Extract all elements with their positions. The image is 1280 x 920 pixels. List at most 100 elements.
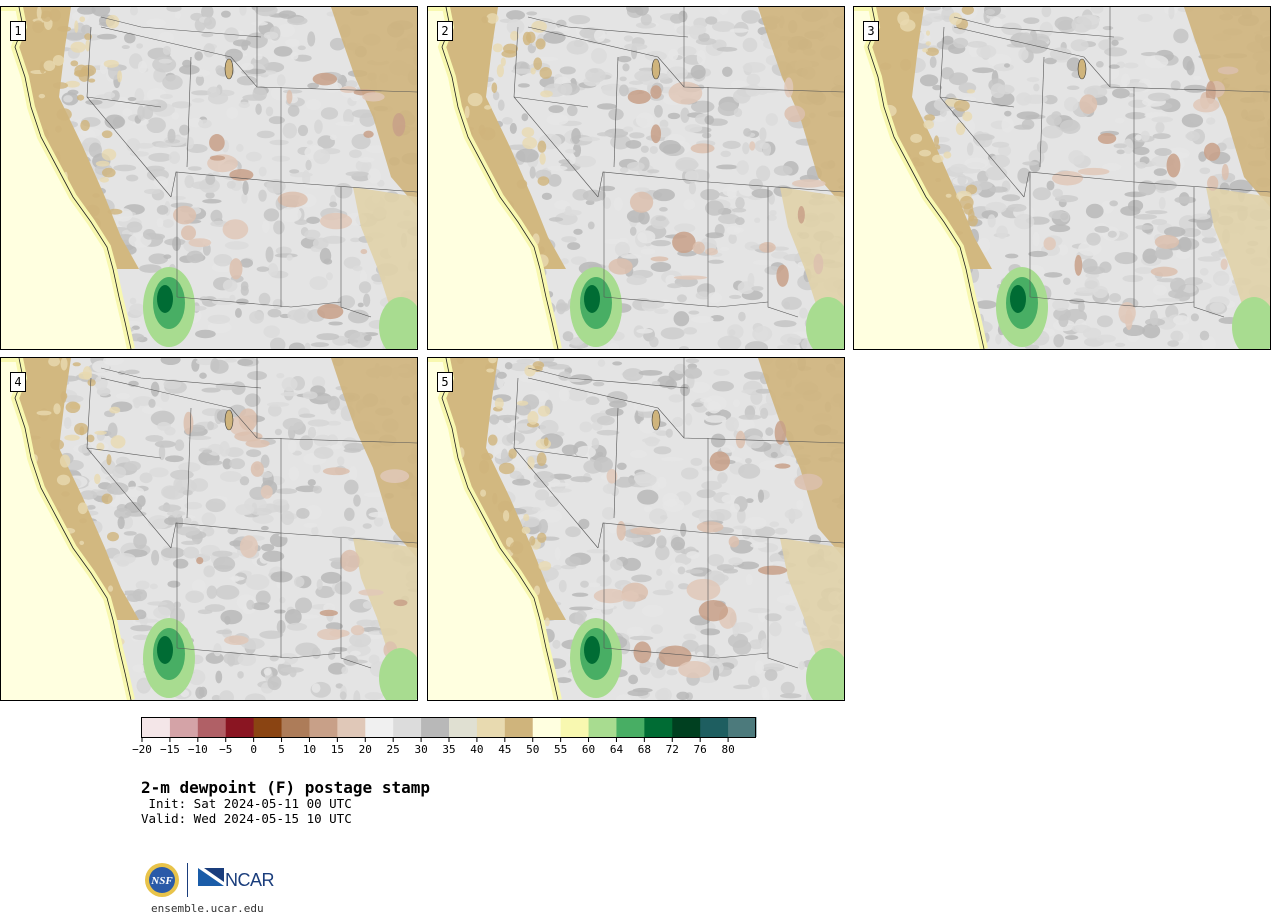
dry-patch: [239, 535, 259, 559]
dewpoint-patch: [649, 146, 658, 154]
dewpoint-patch: [289, 172, 313, 178]
tan-patch: [107, 208, 123, 215]
dewpoint-patch: [306, 140, 313, 145]
ocean: [428, 358, 558, 700]
colorbar-swatch: [197, 717, 227, 737]
dry-patch: [686, 578, 721, 601]
humid-region: [806, 297, 844, 349]
dry-patch: [621, 591, 639, 602]
dewpoint-patch: [745, 84, 762, 97]
dewpoint-patch: [568, 14, 591, 25]
dry-patch: [797, 206, 805, 224]
dewpoint-patch: [92, 360, 110, 373]
dewpoint-patch: [325, 272, 333, 281]
dewpoint-patch: [748, 178, 763, 191]
colorbar-tick-label: 72: [665, 743, 679, 756]
dewpoint-patch: [605, 407, 624, 417]
dewpoint-patch: [353, 494, 361, 507]
tan-region: [331, 7, 417, 207]
dewpoint-patch: [310, 342, 330, 348]
dewpoint-patch: [304, 342, 311, 349]
humid-core: [1010, 285, 1026, 313]
colorbar-tick-label: 68: [637, 743, 651, 756]
dewpoint-patch: [262, 220, 270, 233]
dewpoint-patch: [502, 117, 513, 125]
dewpoint-patch: [207, 86, 221, 98]
state-border: [186, 407, 192, 519]
dewpoint-patch: [561, 444, 579, 456]
dewpoint-patch: [972, 67, 995, 74]
tan-patch: [537, 532, 547, 543]
dewpoint-patch: [754, 660, 764, 675]
dewpoint-patch: [274, 428, 282, 436]
dewpoint-patch: [207, 321, 232, 334]
dewpoint-patch: [752, 325, 773, 342]
dry-patch: [709, 451, 731, 472]
dewpoint-patch: [276, 372, 285, 379]
dewpoint-patch: [1182, 56, 1193, 71]
dewpoint-patch: [255, 590, 271, 605]
dewpoint-patch: [313, 149, 331, 165]
dewpoint-patch: [691, 316, 714, 323]
tan-patch: [95, 160, 110, 167]
dewpoint-patch: [357, 302, 364, 308]
dry-patch: [181, 225, 196, 241]
dewpoint-patch: [680, 107, 690, 123]
dewpoint-patch: [684, 124, 703, 133]
dewpoint-patch: [1153, 168, 1167, 176]
dewpoint-patch: [732, 399, 740, 408]
dewpoint-patch: [146, 165, 165, 172]
state-border: [1039, 56, 1045, 168]
dewpoint-patch: [666, 66, 688, 80]
dry-patch: [1077, 167, 1110, 176]
dewpoint-patch: [311, 526, 319, 537]
dewpoint-patch: [700, 628, 721, 636]
tan-patch: [911, 157, 920, 163]
state-border: [603, 647, 769, 659]
dry-patch: [1166, 153, 1181, 178]
dry-patch: [229, 258, 243, 280]
dewpoint-patch: [653, 446, 672, 455]
dewpoint-patch: [518, 373, 541, 383]
dewpoint-patch: [547, 165, 568, 171]
tan-region: [15, 358, 139, 620]
dewpoint-patch: [596, 415, 615, 426]
dewpoint-patch: [1102, 26, 1114, 31]
dewpoint-patch: [506, 10, 526, 21]
tan-region: [780, 538, 844, 668]
panel-label: 5: [437, 372, 453, 392]
tan-patch: [73, 70, 87, 77]
colorbar-swatch: [532, 717, 562, 737]
dewpoint-patch: [1017, 167, 1031, 184]
dewpoint-patch: [1197, 256, 1221, 262]
dewpoint-patch: [671, 416, 684, 428]
dewpoint-patch: [565, 526, 581, 538]
dry-patch: [222, 219, 249, 240]
dry-patch: [362, 92, 385, 102]
tan-patch: [101, 148, 117, 161]
dewpoint-patch: [1046, 180, 1055, 191]
tan-patch: [49, 8, 61, 22]
tan-patch: [502, 510, 510, 522]
dewpoint-patch: [162, 219, 174, 228]
dewpoint-patch: [769, 521, 780, 528]
dewpoint-patch: [573, 155, 597, 168]
colorbar-swatch: [504, 717, 534, 737]
colorbar-tick-label: 30: [414, 743, 428, 756]
dewpoint-patch: [238, 101, 250, 109]
dewpoint-map-5: [428, 358, 844, 700]
dewpoint-patch: [701, 480, 722, 491]
dry-patch: [1097, 132, 1117, 144]
dewpoint-patch: [312, 485, 323, 494]
dry-patch: [678, 660, 711, 679]
dewpoint-patch: [262, 550, 285, 562]
dewpoint-patch: [163, 254, 172, 259]
coastline: [14, 358, 132, 700]
dewpoint-patch: [199, 296, 209, 302]
dewpoint-patch: [235, 504, 255, 516]
tan-patch: [935, 177, 941, 183]
state-border: [513, 447, 589, 459]
dewpoint-patch: [601, 83, 626, 97]
dewpoint-patch: [569, 606, 594, 611]
dewpoint-patch: [64, 32, 87, 40]
